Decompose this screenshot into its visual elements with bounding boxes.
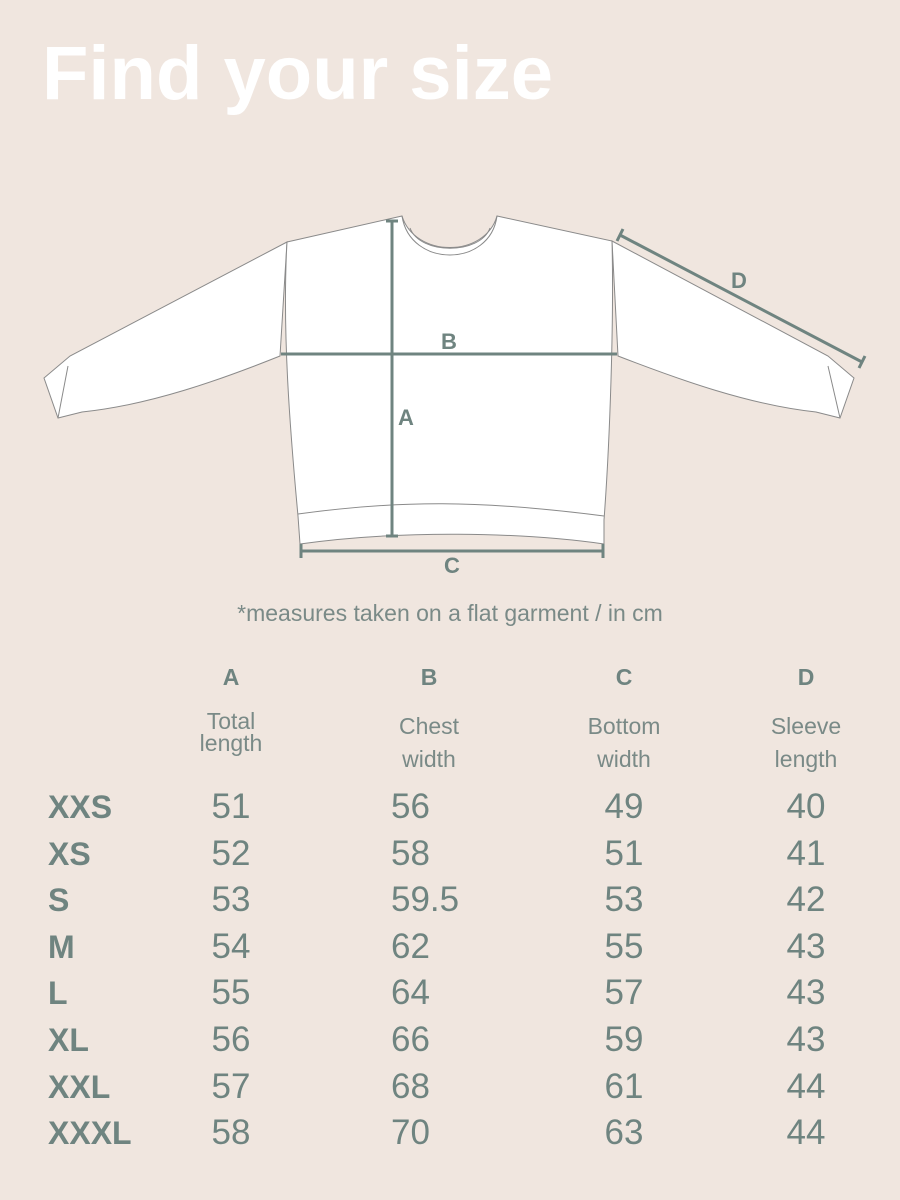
description-line: width bbox=[597, 746, 651, 772]
value-a: 58 bbox=[211, 1113, 251, 1153]
size-label: XL bbox=[48, 1022, 89, 1058]
size-label: M bbox=[48, 928, 75, 965]
value-d: 42 bbox=[786, 880, 826, 920]
value-a: 56 bbox=[211, 1020, 251, 1059]
value-c: 63 bbox=[604, 1113, 644, 1153]
column-description-c: Bottom width bbox=[588, 710, 661, 776]
column-header-d: D bbox=[797, 664, 815, 690]
value-d: 44 bbox=[786, 1113, 826, 1153]
value-b: 66 bbox=[391, 1020, 430, 1059]
value-d: 40 bbox=[786, 787, 826, 826]
value-d: 43 bbox=[786, 926, 826, 966]
column-header-b: B bbox=[420, 664, 438, 690]
value-a: 55 bbox=[211, 973, 251, 1013]
label-d: D bbox=[731, 268, 747, 293]
value-c: 49 bbox=[604, 787, 644, 826]
value-d: 43 bbox=[786, 1020, 826, 1059]
value-d: 41 bbox=[786, 833, 826, 873]
column-header-c: C bbox=[615, 664, 633, 690]
value-a: 51 bbox=[211, 787, 251, 826]
column-description-b: Chest width bbox=[399, 710, 459, 776]
column-description-a: Total length bbox=[199, 708, 263, 756]
sweater-diagram: A B C D bbox=[43, 215, 867, 578]
value-b: 56 bbox=[391, 787, 430, 826]
description-line: Sleeve bbox=[770, 713, 842, 739]
description-line: Bottom bbox=[587, 713, 661, 739]
value-d: 44 bbox=[786, 1066, 826, 1106]
value-c: 59 bbox=[604, 1020, 644, 1059]
description-line: length bbox=[774, 746, 838, 772]
size-label: XS bbox=[48, 835, 91, 872]
value-b: 70 bbox=[391, 1113, 430, 1153]
value-c: 61 bbox=[604, 1066, 644, 1106]
size-label: XXS bbox=[48, 789, 113, 825]
value-c: 57 bbox=[604, 973, 644, 1013]
value-a: 57 bbox=[211, 1066, 251, 1106]
left-sleeve bbox=[43, 241, 288, 419]
size-label: S bbox=[48, 882, 70, 919]
right-sleeve bbox=[611, 240, 855, 419]
label-b: B bbox=[441, 329, 457, 354]
value-b: 59.5 bbox=[391, 880, 460, 920]
measure-line-d bbox=[619, 233, 863, 364]
value-d: 43 bbox=[786, 973, 826, 1013]
value-b: 64 bbox=[391, 973, 430, 1013]
size-label: L bbox=[48, 975, 68, 1012]
description-line: width bbox=[402, 746, 456, 772]
value-c: 51 bbox=[604, 833, 644, 873]
value-a: 54 bbox=[211, 926, 251, 966]
description-line: length bbox=[199, 730, 263, 756]
size-label: XXL bbox=[48, 1068, 111, 1105]
value-a: 53 bbox=[211, 880, 251, 920]
value-c: 55 bbox=[604, 926, 644, 966]
measurement-note: *measures taken on a flat garment / in c… bbox=[237, 600, 663, 626]
value-b: 68 bbox=[391, 1066, 430, 1106]
value-c: 53 bbox=[604, 880, 644, 920]
label-a: A bbox=[398, 405, 414, 430]
value-a: 52 bbox=[211, 833, 251, 873]
page-title: Find your size bbox=[42, 31, 553, 116]
value-b: 62 bbox=[391, 926, 430, 966]
description-line: Chest bbox=[398, 713, 460, 739]
description-line: Total bbox=[206, 708, 256, 734]
column-description-d: Sleeve length bbox=[771, 710, 841, 776]
column-header-a: A bbox=[222, 664, 240, 690]
body bbox=[284, 215, 614, 545]
size-label: XXXL bbox=[48, 1115, 132, 1152]
value-b: 58 bbox=[391, 833, 430, 873]
label-c: C bbox=[444, 553, 460, 578]
